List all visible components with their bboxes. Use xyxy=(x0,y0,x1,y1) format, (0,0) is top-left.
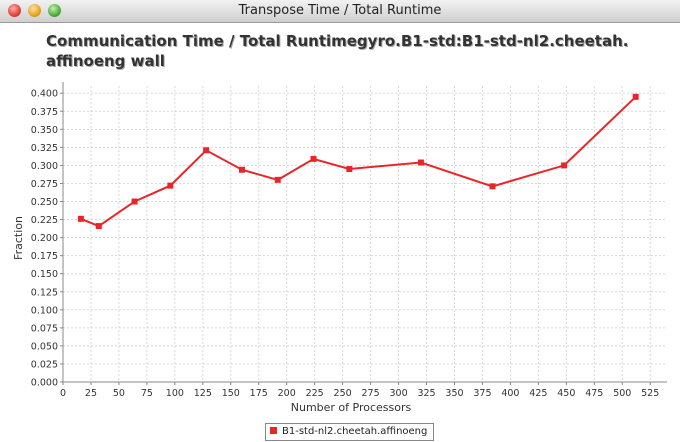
data-point xyxy=(417,159,424,166)
x-tick-label: 75 xyxy=(141,388,153,399)
y-tick-label: 0.375 xyxy=(31,107,58,118)
x-tick-label: 125 xyxy=(194,388,212,399)
x-tick-label: 275 xyxy=(362,388,380,399)
data-point xyxy=(203,147,210,154)
y-axis-label: Fraction xyxy=(12,216,25,260)
title-bar: Transpose Time / Total Runtime xyxy=(0,0,680,23)
x-tick-label: 200 xyxy=(278,388,296,399)
y-tick-label: 0.275 xyxy=(31,179,58,190)
data-point xyxy=(346,166,353,173)
line-chart: 0.000 0.025 0.050 0.075 0.100 0.125 0.150 0.175… xyxy=(12,82,667,414)
x-tick-label: 400 xyxy=(501,388,519,399)
chart-title: Communication Time / Total Runtimegyro.B… xyxy=(46,32,629,70)
data-point xyxy=(561,162,568,169)
y-tick-label: 0.050 xyxy=(31,341,58,352)
y-tick-label: 0.100 xyxy=(31,305,58,316)
x-tick-label: 150 xyxy=(222,388,240,399)
y-tick-label: 0.075 xyxy=(31,323,58,334)
x-tick-label: 425 xyxy=(529,388,547,399)
x-tick-label: 300 xyxy=(389,388,407,399)
legend-swatch xyxy=(270,427,277,434)
y-tick-label: 0.350 xyxy=(31,125,58,136)
y-tick-label: 0.400 xyxy=(31,89,58,100)
y-tick-label: 0.200 xyxy=(31,233,58,244)
minimize-window-icon[interactable] xyxy=(28,4,41,17)
close-window-icon[interactable] xyxy=(8,4,21,17)
window-title: Transpose Time / Total Runtime xyxy=(238,3,442,18)
data-point xyxy=(489,183,496,190)
series-line xyxy=(80,96,637,228)
data-point xyxy=(310,155,317,162)
chart-panel: Communication Time / Total Runtimegyro.B… xyxy=(0,23,680,442)
x-tick-label: 325 xyxy=(417,388,435,399)
x-tick-label: 375 xyxy=(473,388,491,399)
x-tick-label: 450 xyxy=(557,388,575,399)
y-tick-label: 0.150 xyxy=(31,269,58,280)
data-point xyxy=(167,182,174,189)
y-tick-label: 0.300 xyxy=(31,161,58,172)
data-point xyxy=(274,176,281,183)
x-axis-label: Number of Processors xyxy=(291,401,412,414)
y-tick-label: 0.125 xyxy=(31,287,58,298)
x-tick-label: 0 xyxy=(60,388,66,399)
x-tick-label: 250 xyxy=(334,388,352,399)
y-tick-label: 0.025 xyxy=(31,359,58,370)
x-tick-label: 525 xyxy=(641,388,659,399)
data-point xyxy=(632,93,639,100)
y-tick-label: 0.250 xyxy=(31,197,58,208)
x-tick-label: 175 xyxy=(250,388,268,399)
y-tick-label: 0.000 xyxy=(31,378,58,389)
y-tick-label: 0.325 xyxy=(31,143,58,154)
x-tick-label: 475 xyxy=(585,388,603,399)
data-point xyxy=(238,166,245,173)
x-tick-label: 100 xyxy=(166,388,184,399)
data-point xyxy=(95,223,102,230)
x-tick-label: 25 xyxy=(85,388,97,399)
maximize-window-icon[interactable] xyxy=(48,4,61,17)
x-tick-label: 225 xyxy=(306,388,324,399)
chart-legend: B1-std-nl2.cheetah.affinoeng xyxy=(265,423,435,441)
y-tick-label: 0.225 xyxy=(31,215,58,226)
x-tick-label: 500 xyxy=(613,388,631,399)
data-point xyxy=(131,198,138,205)
y-tick-label: 0.175 xyxy=(31,251,58,262)
legend-label: B1-std-nl2.cheetah.affinoeng xyxy=(282,426,428,437)
x-tick-label: 50 xyxy=(113,388,125,399)
x-tick-label: 350 xyxy=(445,388,463,399)
data-point xyxy=(77,215,84,222)
